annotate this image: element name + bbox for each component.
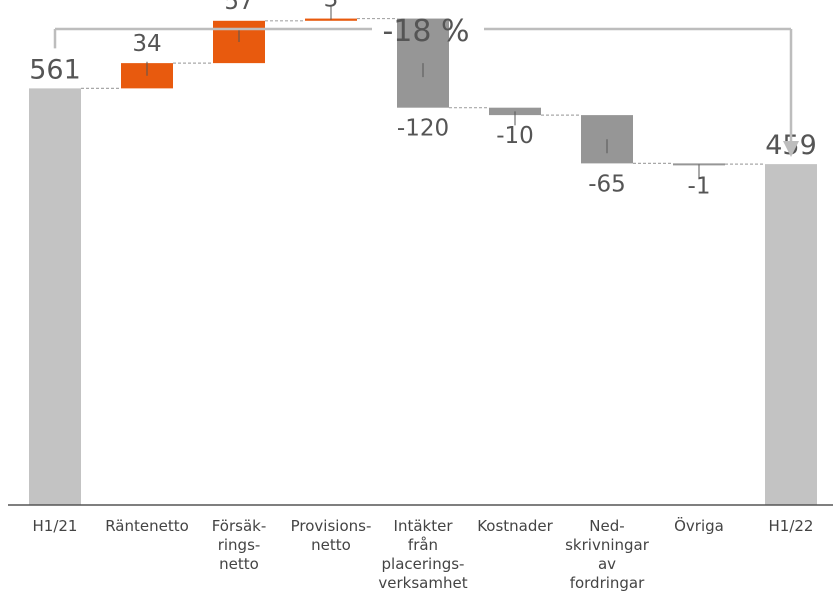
value-label-4: -120 — [397, 116, 449, 142]
category-label-6-0: Ned- — [589, 517, 624, 535]
category-label-4-1: från — [408, 536, 438, 554]
value-label-6: -65 — [588, 171, 626, 197]
bar-8 — [765, 164, 817, 505]
bars-layer — [29, 5, 817, 505]
category-label-6-1: skrivningar — [565, 536, 650, 554]
value-label-3: 3 — [324, 0, 339, 13]
category-label-4-0: Intäkter — [394, 517, 454, 535]
value-label-0: 561 — [29, 54, 81, 85]
category-label-1-0: Räntenetto — [105, 517, 189, 535]
category-label-6-3: fordringar — [570, 574, 645, 592]
value-label-2: 57 — [224, 0, 253, 15]
category-label-2-0: Försäk- — [212, 517, 267, 535]
value-label-1: 34 — [132, 31, 161, 57]
connectors-layer — [81, 17, 765, 165]
category-label-0-0: H1/21 — [33, 517, 78, 535]
category-label-6-2: av — [598, 555, 616, 573]
value-label-5: -10 — [496, 123, 534, 149]
change-annotation: -18 % — [382, 14, 469, 49]
bracket-arrowhead — [783, 141, 799, 157]
change-bracket — [53, 27, 799, 157]
category-label-3-1: netto — [311, 536, 351, 554]
category-label-5-0: Kostnader — [477, 517, 553, 535]
category-label-4-3: verksamhet — [378, 574, 467, 592]
category-label-2-2: netto — [219, 555, 259, 573]
value-label-7: -1 — [688, 173, 711, 199]
category-label-7-0: Övriga — [674, 516, 724, 535]
labels-layer: 561 H1/21 34 Räntenetto 57 Försäk-rings-netto… — [29, 0, 817, 592]
category-label-2-1: rings- — [218, 536, 261, 554]
bar-0 — [29, 88, 81, 505]
category-label-3-0: Provisions- — [291, 517, 372, 535]
category-label-4-2: placerings- — [382, 555, 465, 573]
category-label-8-0: H1/22 — [769, 517, 814, 535]
